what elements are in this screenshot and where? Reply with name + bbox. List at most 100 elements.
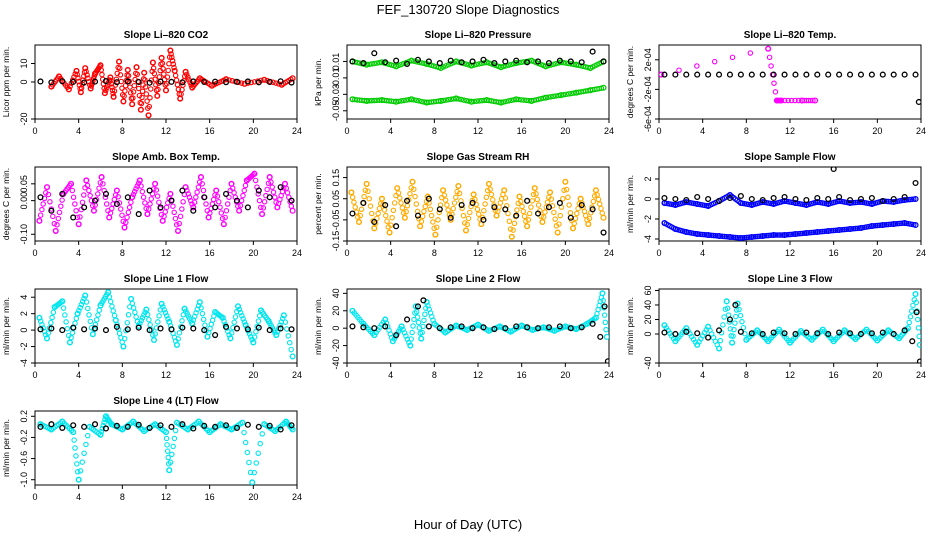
chart-panel: Slope Line 1 Flow ml/min per min. 0 4 8 12 16 2… xyxy=(1,274,302,380)
x-tick-label: 20 xyxy=(872,370,882,380)
data-point xyxy=(407,191,413,197)
points-group xyxy=(661,167,919,241)
summary-point xyxy=(748,330,755,337)
data-point xyxy=(266,174,273,181)
data-point xyxy=(236,306,243,313)
summary-point xyxy=(436,206,443,213)
data-point xyxy=(117,206,124,212)
data-point xyxy=(254,78,261,84)
summary-point xyxy=(288,79,295,86)
data-point xyxy=(120,98,127,105)
data-point xyxy=(144,98,150,104)
summary-point xyxy=(91,78,99,85)
data-point xyxy=(868,222,875,230)
data-point xyxy=(803,229,810,237)
data-point xyxy=(101,90,108,97)
data-point xyxy=(83,177,90,184)
summary-point xyxy=(179,187,186,194)
data-point xyxy=(162,87,170,94)
data-point xyxy=(448,60,454,67)
data-point xyxy=(73,315,80,322)
summary-point xyxy=(266,194,273,201)
summary-point xyxy=(857,71,865,78)
data-point xyxy=(74,71,80,78)
summary-point xyxy=(726,194,734,202)
data-point xyxy=(75,221,82,228)
summary-point xyxy=(201,194,208,201)
summary-point xyxy=(382,323,389,330)
data-point xyxy=(103,201,110,207)
summary-point xyxy=(59,327,66,334)
data-point xyxy=(874,337,881,344)
data-point xyxy=(247,469,254,476)
data-point xyxy=(86,423,93,430)
data-point xyxy=(508,233,515,240)
data-point xyxy=(349,307,356,314)
data-point xyxy=(418,98,425,105)
data-point xyxy=(737,199,744,207)
data-point xyxy=(577,195,584,202)
data-point xyxy=(913,299,920,306)
data-point xyxy=(603,333,609,340)
data-point xyxy=(83,68,89,75)
data-point xyxy=(58,203,64,209)
data-point xyxy=(726,233,734,241)
data-point xyxy=(162,310,169,316)
data-point xyxy=(274,329,281,335)
data-point xyxy=(73,453,79,459)
summary-point xyxy=(222,323,230,330)
summary-point xyxy=(597,333,604,340)
summary-point xyxy=(168,78,175,85)
data-point xyxy=(560,195,566,202)
summary-point xyxy=(255,423,262,430)
summary-point xyxy=(212,78,219,85)
data-point xyxy=(98,428,105,435)
data-point xyxy=(143,91,150,97)
data-point xyxy=(384,218,390,225)
data-point xyxy=(284,190,291,196)
data-point xyxy=(144,311,151,318)
data-point xyxy=(172,72,179,79)
y-tick-label: -40 xyxy=(643,356,653,369)
data-point xyxy=(161,307,167,313)
x-tick-label: 4 xyxy=(76,370,81,380)
summary-point xyxy=(545,204,553,211)
data-point xyxy=(391,200,398,206)
data-point xyxy=(748,233,755,241)
data-point xyxy=(363,97,370,104)
summary-point xyxy=(48,421,55,428)
summary-point xyxy=(266,78,273,86)
x-tick-label: 8 xyxy=(744,126,749,136)
data-point xyxy=(368,210,375,217)
data-point xyxy=(348,189,355,196)
data-point xyxy=(152,331,159,337)
data-point xyxy=(133,186,139,192)
data-point xyxy=(111,88,118,94)
summary-point xyxy=(868,71,875,78)
data-point xyxy=(269,184,276,190)
data-point xyxy=(543,204,549,210)
data-point xyxy=(176,220,183,227)
data-point xyxy=(569,225,577,232)
data-point xyxy=(505,62,512,68)
summary-point xyxy=(534,325,542,332)
data-point xyxy=(603,326,609,333)
data-point xyxy=(483,97,490,104)
y-tick-label: -40 xyxy=(331,356,341,369)
data-point xyxy=(759,198,766,206)
data-point xyxy=(910,302,916,309)
data-point xyxy=(202,322,208,328)
data-point xyxy=(75,469,81,475)
data-point xyxy=(788,97,795,104)
data-point xyxy=(105,289,112,296)
data-point xyxy=(82,65,89,72)
data-point xyxy=(240,316,246,322)
x-tick-label: 0 xyxy=(32,126,37,136)
data-point xyxy=(97,302,104,309)
data-point xyxy=(694,230,701,238)
summary-point xyxy=(879,71,886,78)
data-point xyxy=(416,98,422,104)
data-point xyxy=(776,232,782,238)
data-point xyxy=(69,330,76,336)
summary-point xyxy=(277,184,284,191)
